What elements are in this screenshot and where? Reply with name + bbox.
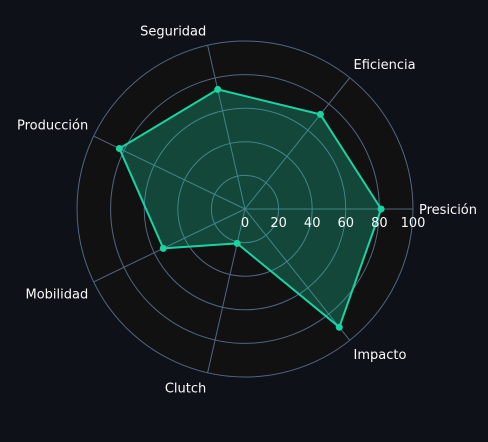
spoke-2 <box>207 45 246 210</box>
radial-tick-labels: 0 20 40 60 80 100 <box>241 216 426 231</box>
data-point-5 <box>233 239 241 247</box>
tick-label-20: 20 <box>270 216 287 231</box>
spoke-1 <box>244 77 351 210</box>
category-label-2: Seguridad <box>140 24 206 39</box>
series-layer <box>115 85 385 331</box>
data-point-4 <box>159 244 167 252</box>
data-point-2 <box>214 85 222 93</box>
category-label-6: Impacto <box>353 348 406 363</box>
tick-label-0: 0 <box>241 216 249 231</box>
category-label-3: Producción <box>17 119 88 134</box>
spoke-4 <box>93 208 246 283</box>
spoke-6 <box>244 208 351 341</box>
tick-label-100: 100 <box>401 216 426 231</box>
tick-label-80: 80 <box>371 216 388 231</box>
polar-grid <box>76 40 414 378</box>
category-label-0: Presición <box>419 203 477 218</box>
spoke-5 <box>207 208 246 373</box>
tick-label-60: 60 <box>338 216 355 231</box>
category-label-1: Eficiencia <box>353 58 415 73</box>
data-point-3 <box>115 144 123 152</box>
category-label-4: Mobilidad <box>25 287 88 302</box>
data-point-1 <box>316 110 324 118</box>
data-point-0 <box>377 205 385 213</box>
tick-label-40: 40 <box>304 216 321 231</box>
data-point-6 <box>335 323 343 331</box>
category-labels: Presición Eficiencia Seguridad Producción Mo… <box>17 24 477 396</box>
series-0-area <box>118 88 383 329</box>
category-label-5: Clutch <box>165 382 206 397</box>
